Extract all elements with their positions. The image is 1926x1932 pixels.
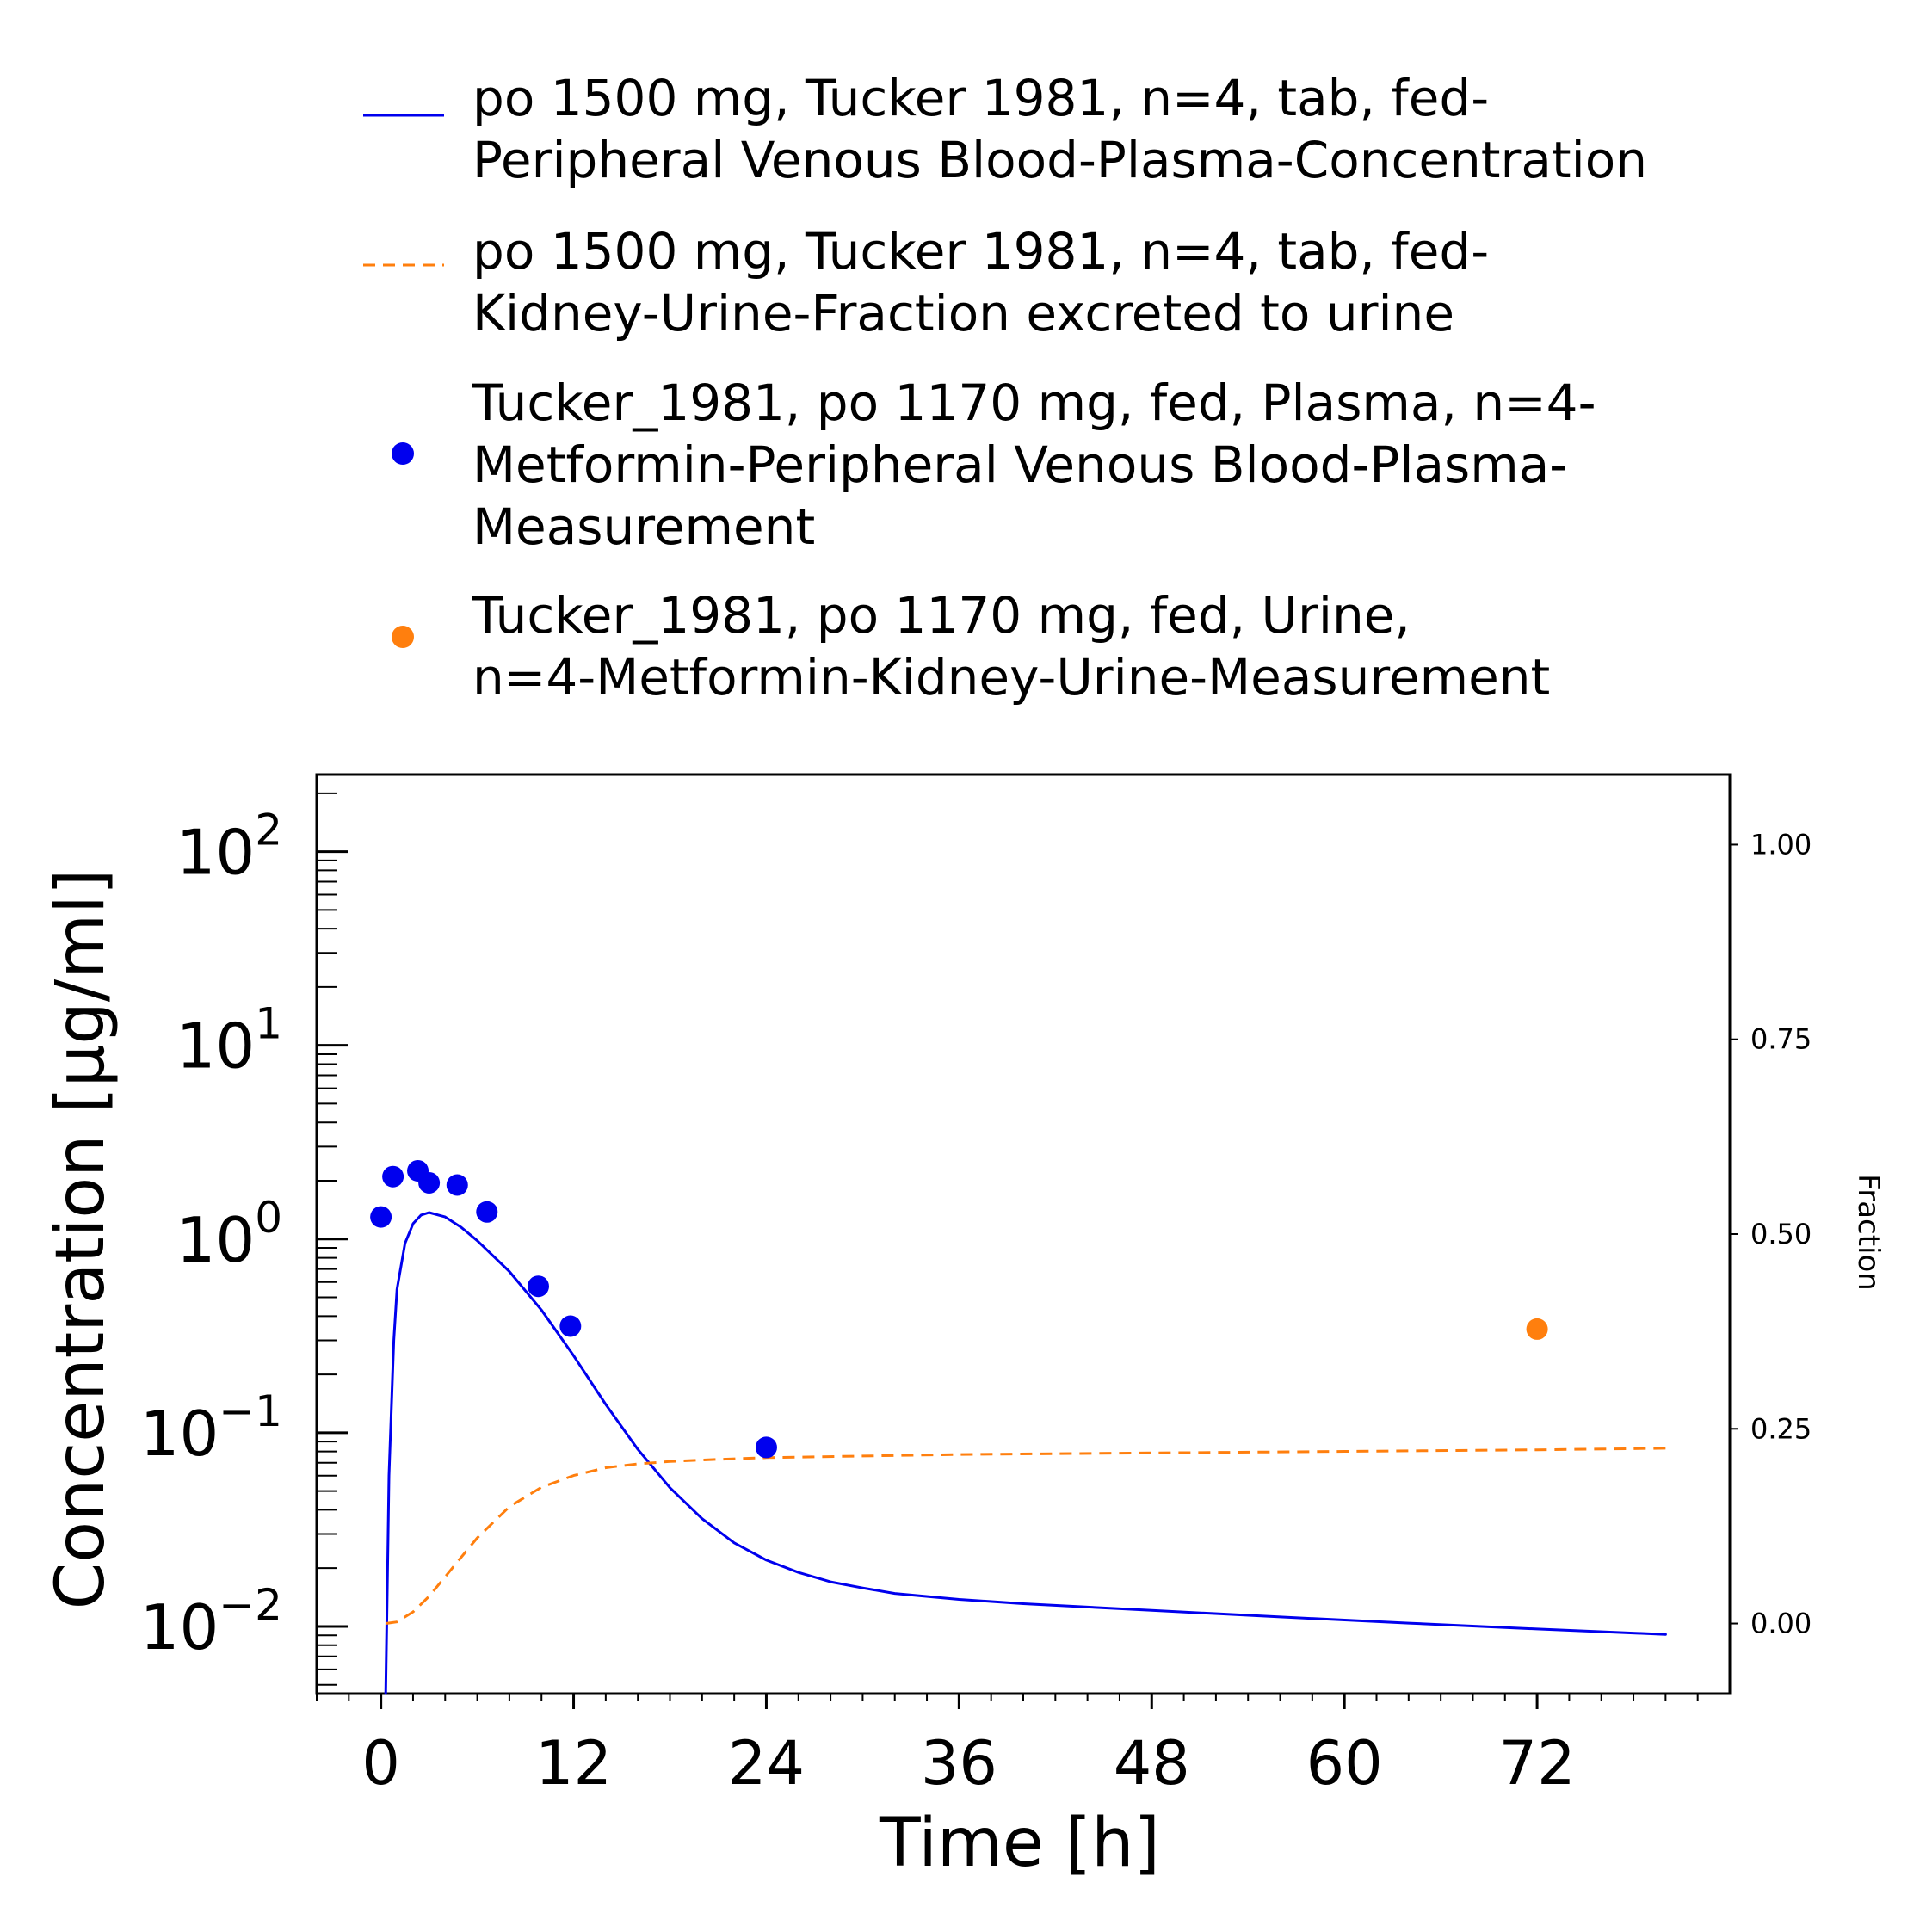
y2-tick-label: 0.50 <box>1750 1218 1812 1250</box>
legend-entry-plasma-measurement: Tucker_1981, po 1170 mg, fed, Plasma, n=… <box>392 373 1596 556</box>
plasma-measurement-point <box>382 1165 404 1188</box>
legend-marker-swatch <box>392 626 414 648</box>
x-axis-title: Time [h] <box>879 1805 1160 1882</box>
y-axis-left: 10−2 10−1 100 101 102 <box>140 792 348 1686</box>
legend-label: Peripheral Venous Blood-Plasma-Concentra… <box>472 131 1647 189</box>
legend-entry-plasma-simulation: po 1500 mg, Tucker 1981, n=4, tab, fed-P… <box>363 69 1647 189</box>
y2-tick-label: 0.00 <box>1750 1608 1812 1640</box>
x-tick-label: 60 <box>1306 1728 1383 1799</box>
plasma-measurement-point <box>446 1174 468 1196</box>
legend-entry-urine-simulation: po 1500 mg, Tucker 1981, n=4, tab, fed-K… <box>363 222 1489 343</box>
y-axis-title: Concentration [µg/ml] <box>42 869 120 1610</box>
y2-tick-label: 0.75 <box>1750 1023 1812 1056</box>
x-tick-label: 12 <box>535 1728 612 1799</box>
plasma-measurement-point <box>527 1275 549 1298</box>
legend-label: po 1500 mg, Tucker 1981, n=4, tab, fed- <box>472 222 1489 281</box>
y-tick-label: 10−1 <box>140 1386 282 1470</box>
plasma-measurement-point <box>476 1201 498 1223</box>
legend-label: Tucker_1981, po 1170 mg, fed, Urine, <box>472 586 1411 645</box>
plasma-concentration-line <box>384 1211 1667 1695</box>
y2-tick-label: 1.00 <box>1750 828 1812 861</box>
legend-label: Tucker_1981, po 1170 mg, fed, Plasma, n=… <box>472 373 1596 432</box>
plot-area: 0 12 24 36 48 60 72 10−2 10−1 100 101 102 0.00 0.25… <box>140 773 1812 1799</box>
urine-measurement-point <box>1526 1318 1548 1340</box>
x-tick-label: 72 <box>1499 1728 1576 1799</box>
plasma-measurement-point <box>755 1436 777 1459</box>
x-tick-label: 48 <box>1114 1728 1190 1799</box>
x-tick-label: 0 <box>361 1728 400 1799</box>
x-tick-label: 36 <box>921 1728 997 1799</box>
legend-entry-urine-measurement: Tucker_1981, po 1170 mg, fed, Urine,n=4-… <box>392 586 1550 707</box>
legend-label: Metformin-Peripheral Venous Blood-Plasma… <box>472 435 1567 494</box>
legend-label: Kidney-Urine-Fraction excreted to urine <box>472 284 1454 343</box>
plasma-measurement-point <box>418 1171 441 1194</box>
plasma-measurement-point <box>559 1315 582 1337</box>
y2-tick-label: 0.25 <box>1750 1412 1812 1445</box>
y-axis-right: 0.00 0.25 0.50 0.75 1.00 <box>1730 828 1812 1640</box>
y-tick-label: 10−2 <box>140 1580 282 1663</box>
x-axis: 0 12 24 36 48 60 72 <box>316 1694 1699 1799</box>
legend-label: Measurement <box>472 497 815 556</box>
y-tick-label: 100 <box>176 1193 282 1276</box>
y-tick-label: 102 <box>176 806 282 889</box>
legend: po 1500 mg, Tucker 1981, n=4, tab, fed-P… <box>363 69 1647 707</box>
plasma-measurement-point <box>370 1206 392 1228</box>
urine-fraction-line <box>385 1447 1666 1625</box>
legend-label: po 1500 mg, Tucker 1981, n=4, tab, fed- <box>472 69 1489 127</box>
series-layer <box>370 1159 1667 1695</box>
legend-marker-swatch <box>392 442 414 465</box>
x-tick-label: 24 <box>728 1728 805 1799</box>
legend-label: n=4-Metformin-Kidney-Urine-Measurement <box>472 648 1550 707</box>
plot-frame <box>315 773 1732 1695</box>
y2-axis-title: Fraction <box>1851 1174 1886 1291</box>
y-tick-label: 101 <box>176 999 282 1083</box>
